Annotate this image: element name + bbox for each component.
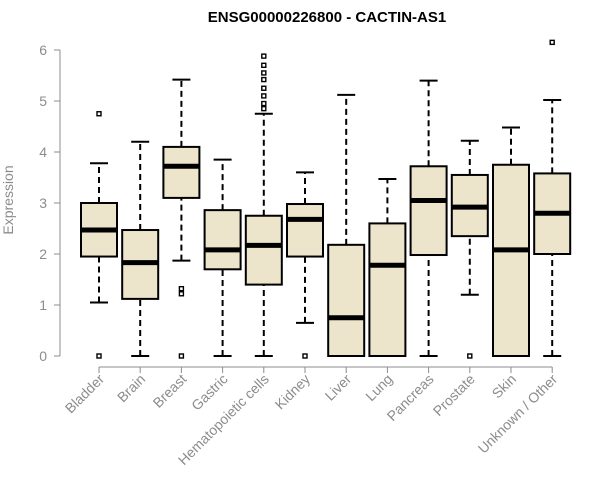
outlier-point <box>261 76 267 83</box>
box-group <box>327 93 366 358</box>
x-tick-label: Breast <box>150 371 190 411</box>
outlier-point <box>96 111 102 117</box>
box-group <box>244 53 283 357</box>
iqr-box <box>162 145 201 199</box>
outlier-point <box>261 53 267 59</box>
y-tick-label: 1 <box>39 297 47 313</box>
box-group <box>533 39 572 357</box>
outlier-point <box>261 62 267 68</box>
outlier-point <box>178 291 185 297</box>
outlier-point <box>261 100 267 107</box>
box-group <box>450 139 489 359</box>
outlier-point <box>261 93 267 99</box>
box-group <box>203 158 242 357</box>
box-group <box>492 126 530 357</box>
outlier-point <box>261 70 267 76</box>
y-tick-label: 4 <box>39 144 47 160</box>
iqr-box <box>286 203 324 258</box>
y-tick-label: 6 <box>39 42 47 58</box>
x-tick-label: Prostate <box>430 371 478 419</box>
box-group <box>409 79 448 357</box>
x-tick-label: Kidney <box>272 371 314 413</box>
iqr-box <box>244 214 283 286</box>
y-axis: 0 1 2 3 4 5 6 <box>39 42 61 364</box>
x-tick-label: Bladder <box>62 371 108 417</box>
box-group <box>368 178 407 357</box>
x-tick-label: Skin <box>489 371 520 402</box>
box-group <box>80 111 118 359</box>
outlier-point <box>302 353 308 359</box>
iqr-box <box>203 209 242 271</box>
box-group <box>162 78 201 359</box>
box-group <box>286 171 324 359</box>
x-tick-label: Brain <box>114 371 148 405</box>
iqr-box <box>327 243 366 358</box>
y-tick-label: 2 <box>39 246 47 262</box>
iqr-box <box>492 163 530 357</box>
outlier-point <box>261 105 267 112</box>
iqr-box <box>409 165 448 257</box>
iqr-box <box>368 222 407 357</box>
y-axis-label: Expression <box>0 165 16 234</box>
x-tick-label: Liver <box>322 371 355 404</box>
chart-title: ENSG00000226800 - CACTIN-AS1 <box>208 9 446 26</box>
box-group <box>121 140 160 357</box>
outlier-point <box>96 353 102 359</box>
y-tick-label: 5 <box>39 93 47 109</box>
plot-area <box>80 39 572 359</box>
outlier-point <box>178 353 185 359</box>
x-tick-label: Lung <box>362 371 395 404</box>
y-tick-label: 0 <box>39 348 47 364</box>
outlier-point <box>178 285 185 292</box>
outlier-point <box>549 39 555 46</box>
outlier-point <box>261 85 267 91</box>
y-tick-label: 3 <box>39 195 47 211</box>
outlier-point <box>467 353 473 359</box>
